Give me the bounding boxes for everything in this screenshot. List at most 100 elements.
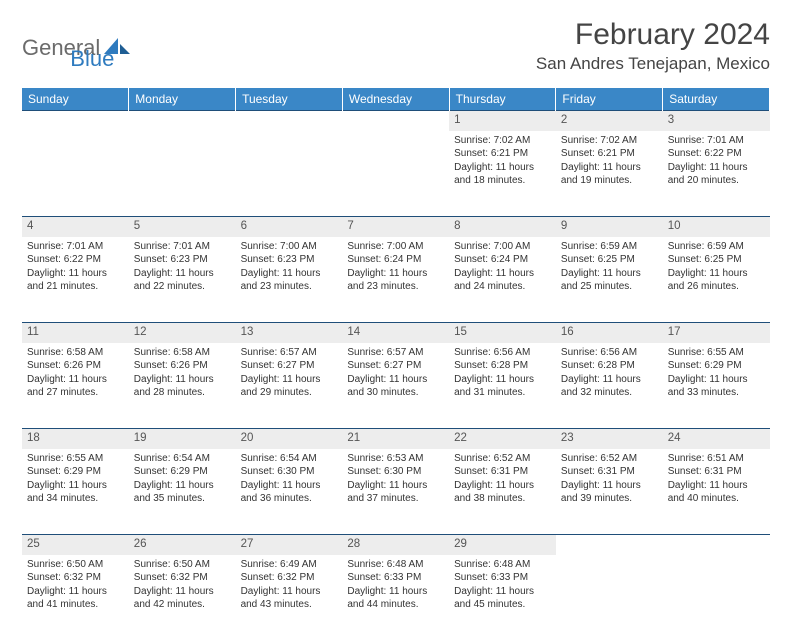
- calendar-body: 123Sunrise: 7:02 AMSunset: 6:21 PMDaylig…: [22, 111, 770, 641]
- day-number-cell: 9: [556, 217, 663, 237]
- day-body-cell: Sunrise: 6:57 AMSunset: 6:27 PMDaylight:…: [342, 343, 449, 429]
- daylight-text-2: and 43 minutes.: [241, 598, 338, 612]
- day-body-cell: Sunrise: 6:55 AMSunset: 6:29 PMDaylight:…: [22, 449, 129, 535]
- sunset-text: Sunset: 6:29 PM: [668, 359, 765, 373]
- day-body-cell: Sunrise: 7:02 AMSunset: 6:21 PMDaylight:…: [449, 131, 556, 217]
- sunrise-text: Sunrise: 6:50 AM: [27, 558, 124, 572]
- sunrise-text: Sunrise: 6:54 AM: [241, 452, 338, 466]
- day-number-cell: 22: [449, 429, 556, 449]
- sunset-text: Sunset: 6:30 PM: [347, 465, 444, 479]
- sunrise-text: Sunrise: 6:55 AM: [27, 452, 124, 466]
- day-body-cell: Sunrise: 7:00 AMSunset: 6:24 PMDaylight:…: [449, 237, 556, 323]
- day-number-row: 18192021222324: [22, 429, 770, 449]
- sunrise-text: Sunrise: 6:58 AM: [27, 346, 124, 360]
- day-number-cell: 20: [236, 429, 343, 449]
- day-number-row: 45678910: [22, 217, 770, 237]
- day-number-row: 2526272829: [22, 535, 770, 555]
- day-body-cell: Sunrise: 6:48 AMSunset: 6:33 PMDaylight:…: [449, 555, 556, 641]
- sunrise-text: Sunrise: 6:55 AM: [668, 346, 765, 360]
- daylight-text-2: and 32 minutes.: [561, 386, 658, 400]
- day-body-cell: Sunrise: 6:51 AMSunset: 6:31 PMDaylight:…: [663, 449, 770, 535]
- sunset-text: Sunset: 6:29 PM: [27, 465, 124, 479]
- day-body-cell: [556, 555, 663, 641]
- daylight-text-1: Daylight: 11 hours: [668, 373, 765, 387]
- day-number-cell: 11: [22, 323, 129, 343]
- sunset-text: Sunset: 6:21 PM: [454, 147, 551, 161]
- day-body-cell: [236, 131, 343, 217]
- title-block: February 2024 San Andres Tenejapan, Mexi…: [536, 18, 770, 74]
- day-body-cell: Sunrise: 6:52 AMSunset: 6:31 PMDaylight:…: [556, 449, 663, 535]
- sunrise-text: Sunrise: 6:52 AM: [561, 452, 658, 466]
- day-body-cell: Sunrise: 6:57 AMSunset: 6:27 PMDaylight:…: [236, 343, 343, 429]
- daylight-text-1: Daylight: 11 hours: [668, 267, 765, 281]
- sunset-text: Sunset: 6:27 PM: [241, 359, 338, 373]
- sunrise-text: Sunrise: 7:02 AM: [454, 134, 551, 148]
- day-number-cell: 18: [22, 429, 129, 449]
- sunrise-text: Sunrise: 6:51 AM: [668, 452, 765, 466]
- daylight-text-1: Daylight: 11 hours: [668, 161, 765, 175]
- daylight-text-1: Daylight: 11 hours: [454, 373, 551, 387]
- day-number-cell: 2: [556, 111, 663, 131]
- daylight-text-1: Daylight: 11 hours: [241, 373, 338, 387]
- daylight-text-2: and 25 minutes.: [561, 280, 658, 294]
- day-body-cell: Sunrise: 6:58 AMSunset: 6:26 PMDaylight:…: [129, 343, 236, 429]
- day-body-cell: Sunrise: 6:52 AMSunset: 6:31 PMDaylight:…: [449, 449, 556, 535]
- sunset-text: Sunset: 6:31 PM: [668, 465, 765, 479]
- brand-part2: Blue: [70, 46, 114, 72]
- sunset-text: Sunset: 6:23 PM: [134, 253, 231, 267]
- sunrise-text: Sunrise: 7:01 AM: [27, 240, 124, 254]
- day-number-cell: 21: [342, 429, 449, 449]
- daylight-text-2: and 22 minutes.: [134, 280, 231, 294]
- day-number-cell: 8: [449, 217, 556, 237]
- day-body-cell: [129, 131, 236, 217]
- day-number-cell: [22, 111, 129, 131]
- daylight-text-1: Daylight: 11 hours: [454, 161, 551, 175]
- sunset-text: Sunset: 6:24 PM: [454, 253, 551, 267]
- sunset-text: Sunset: 6:27 PM: [347, 359, 444, 373]
- day-body-cell: Sunrise: 7:01 AMSunset: 6:22 PMDaylight:…: [663, 131, 770, 217]
- sunrise-text: Sunrise: 6:59 AM: [668, 240, 765, 254]
- daylight-text-2: and 18 minutes.: [454, 174, 551, 188]
- weekday-header: Sunday: [22, 88, 129, 111]
- daylight-text-2: and 37 minutes.: [347, 492, 444, 506]
- day-body-row: Sunrise: 6:50 AM Sunset: 6:32 PM Daylight:…: [22, 555, 770, 641]
- daylight-text-2: and 36 minutes.: [241, 492, 338, 506]
- daylight-text-2: and 44 minutes.: [347, 598, 444, 612]
- day-number-cell: 28: [342, 535, 449, 555]
- day-body-cell: Sunrise: 7:02 AMSunset: 6:21 PMDaylight:…: [556, 131, 663, 217]
- day-number-cell: 27: [236, 535, 343, 555]
- daylight-text-2: and 20 minutes.: [668, 174, 765, 188]
- daylight-text-2: and 35 minutes.: [134, 492, 231, 506]
- daylight-text-2: and 33 minutes.: [668, 386, 765, 400]
- daylight-text-1: Daylight: 11 hours: [27, 267, 124, 281]
- day-number-cell: 4: [22, 217, 129, 237]
- day-body-cell: [663, 555, 770, 641]
- day-body-cell: Sunrise: 6:54 AMSunset: 6:29 PMDaylight:…: [129, 449, 236, 535]
- day-number-cell: 16: [556, 323, 663, 343]
- sunrise-text: Sunrise: 7:02 AM: [561, 134, 658, 148]
- sunset-text: Sunset: 6:25 PM: [561, 253, 658, 267]
- day-body-row: Sunrise: 7:01 AMSunset: 6:22 PMDaylight:…: [22, 237, 770, 323]
- sunrise-text: Sunrise: 6:54 AM: [134, 452, 231, 466]
- daylight-text-1: Daylight: 11 hours: [454, 585, 551, 599]
- daylight-text-2: and 28 minutes.: [134, 386, 231, 400]
- weekday-header: Saturday: [663, 88, 770, 111]
- daylight-text-1: Daylight: 11 hours: [454, 479, 551, 493]
- sunset-text: Sunset: 6:32 PM: [241, 571, 338, 585]
- day-body-cell: [22, 131, 129, 217]
- sunrise-text: Sunrise: 6:57 AM: [241, 346, 338, 360]
- day-number-cell: 10: [663, 217, 770, 237]
- day-number-cell: 19: [129, 429, 236, 449]
- sunset-text: Sunset: 6:33 PM: [347, 571, 444, 585]
- day-body-cell: Sunrise: 7:00 AMSunset: 6:24 PMDaylight:…: [342, 237, 449, 323]
- sunset-text: Sunset: 6:31 PM: [561, 465, 658, 479]
- weekday-header: Monday: [129, 88, 236, 111]
- sunset-text: Sunset: 6:21 PM: [561, 147, 658, 161]
- daylight-text-2: and 19 minutes.: [561, 174, 658, 188]
- daylight-text-1: Daylight: 11 hours: [27, 479, 124, 493]
- daylight-text-2: and 23 minutes.: [241, 280, 338, 294]
- daylight-text-1: Daylight: 11 hours: [454, 267, 551, 281]
- sunrise-text: Sunrise: 7:01 AM: [134, 240, 231, 254]
- sunrise-text: Sunrise: 7:00 AM: [454, 240, 551, 254]
- sunrise-text: Sunrise: 7:00 AM: [347, 240, 444, 254]
